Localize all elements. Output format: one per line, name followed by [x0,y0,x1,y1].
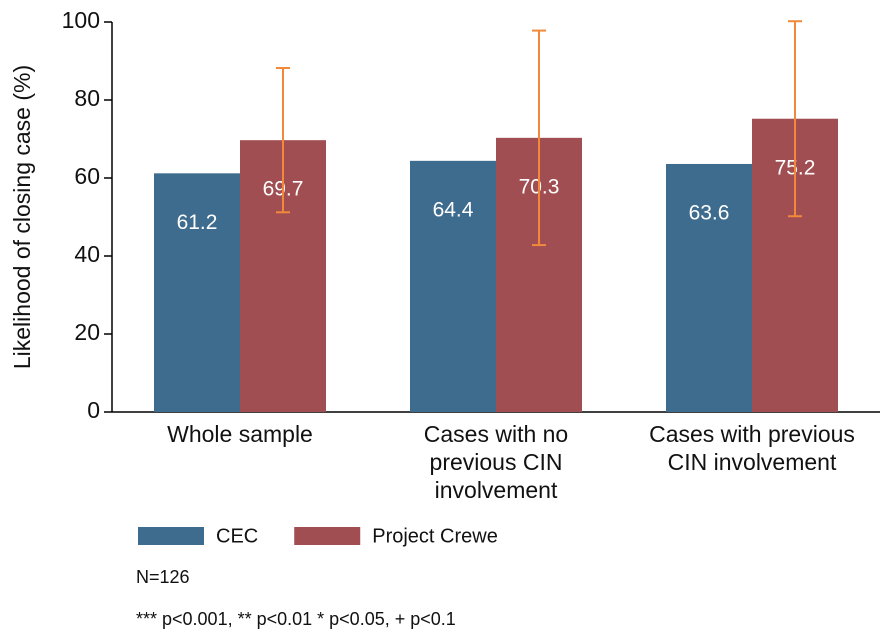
note: N=126 [136,567,190,587]
value-label: 64.4 [433,198,474,221]
legend-label: Project Crewe [372,525,498,547]
y-tick-label: 100 [62,7,100,33]
y-axis-title: Likelihood of closing case (%) [9,65,35,369]
y-tick-label: 60 [74,163,100,189]
legend-label: CEC [216,525,258,547]
value-label: 61.2 [177,211,218,234]
y-tick-label: 0 [87,397,100,423]
legend-swatch [138,527,204,545]
bar [154,173,240,412]
x-tick-label: Whole sample [167,421,313,447]
x-tick-label: Cases with no [424,421,568,447]
value-label: 63.6 [689,202,730,225]
x-tick-label: Cases with previous [649,421,855,447]
x-tick-label: CIN involvement [668,449,837,475]
x-tick-label: previous CIN [430,449,563,475]
legend-swatch [294,527,361,545]
note: *** p<0.001, ** p<0.01 * p<0.05, + p<0.1 [136,609,456,629]
y-tick-label: 40 [74,241,100,267]
y-tick-label: 20 [74,319,100,345]
bar [410,160,496,412]
bar [666,163,752,412]
y-tick-label: 80 [74,85,100,111]
x-tick-label: involvement [435,477,558,503]
